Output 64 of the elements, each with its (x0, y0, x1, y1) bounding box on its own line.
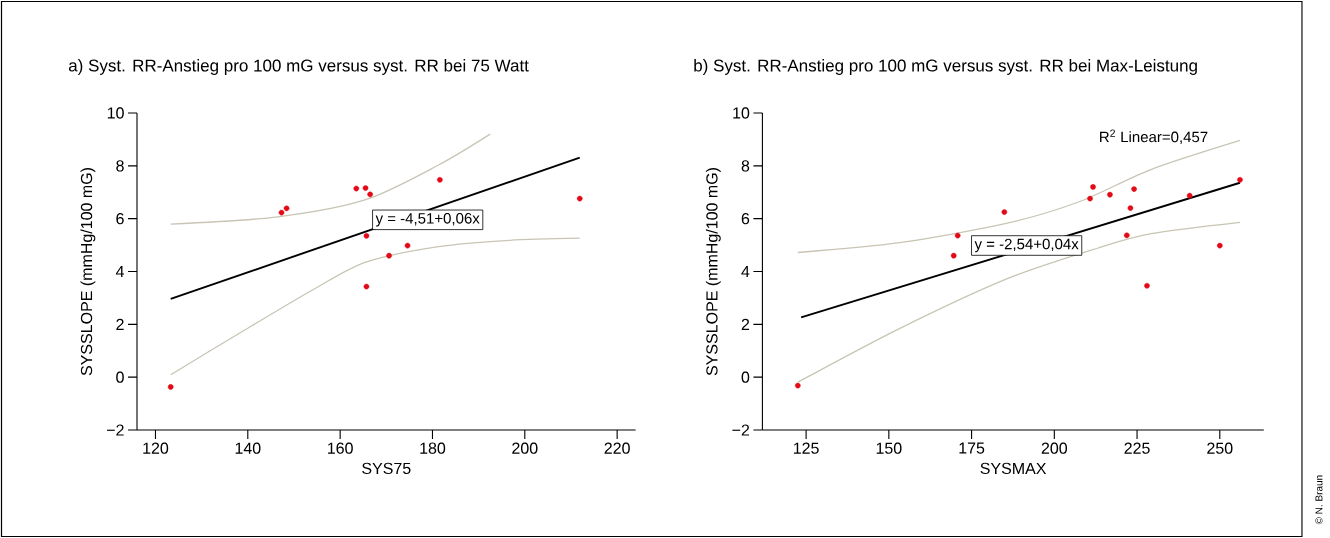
point (367, 191, 373, 198)
point (386, 252, 392, 259)
y-tick-label: −2 (732, 424, 750, 436)
y-tick-label: 2 (741, 318, 750, 330)
point (167, 384, 174, 390)
point (1124, 232, 1130, 239)
point (404, 242, 411, 249)
point (362, 185, 369, 191)
point (1237, 177, 1243, 183)
y-tick-label: −2 (107, 424, 124, 436)
point (363, 283, 370, 290)
point (954, 232, 961, 239)
annotation: y = -2,54+0,04x (974, 238, 1079, 253)
point (950, 252, 957, 259)
x-tick-label: 200 (512, 442, 538, 454)
point (437, 177, 443, 183)
point (1217, 242, 1223, 249)
text: © N. Braun (1315, 475, 1323, 525)
y-axis-title: SYSSLOPE (mmHg/100 mG) (705, 168, 721, 376)
x-axis-title: SYSMAX (980, 462, 1047, 475)
x-tick-label: 200 (1041, 442, 1068, 454)
point (1087, 195, 1093, 202)
y-tick-label: 2 (116, 318, 124, 330)
annotation: y = -4,51+0,06x (375, 213, 480, 227)
y-tick-label: 6 (741, 213, 750, 225)
chart-title: a) Syst. RR-Anstieg pro 100 mG versus syst. RR bei 75 Watt (68, 59, 529, 75)
x-tick-label: 175 (959, 442, 985, 454)
y-tick-label: 0 (116, 371, 124, 383)
x-tick-label: 150 (876, 442, 902, 454)
x-tick-label: 225 (1124, 442, 1150, 454)
point (283, 205, 290, 212)
y-tick-label: 8 (116, 160, 124, 172)
y-tick-label: 10 (107, 107, 124, 119)
y-tick-label: 4 (115, 265, 124, 277)
point (363, 233, 370, 239)
point (1001, 209, 1008, 215)
x-tick-label: 220 (604, 442, 630, 454)
point (1127, 205, 1134, 211)
chart-title: b) Syst. RR-Anstieg pro 100 mG versus syst. RR bei Max-Leistung (694, 59, 1197, 75)
y-tick-label: 0 (741, 371, 750, 383)
point (353, 185, 360, 192)
x-tick-label: 120 (143, 442, 169, 454)
point (1131, 186, 1137, 192)
x-tick-label: 250 (1207, 442, 1233, 454)
x-tick-label: 125 (793, 442, 819, 454)
point (1107, 191, 1113, 198)
y-tick-label: 4 (741, 265, 750, 277)
point (1090, 184, 1096, 190)
y-tick-label: 6 (116, 213, 124, 225)
x-tick-label: 160 (328, 442, 353, 454)
annotation: R$^{2}$ Linear=0,457 (1100, 129, 1208, 144)
x-tick-label: 180 (420, 442, 446, 454)
y-tick-label: 10 (733, 107, 750, 119)
point (278, 209, 285, 216)
point (795, 382, 801, 389)
line-series (170, 237, 581, 376)
x-tick-label: 140 (235, 442, 261, 454)
y-axis-title: SYSSLOPE (mmHg/100 mG) (80, 168, 96, 376)
y-tick-label: 8 (741, 160, 750, 172)
point (1144, 282, 1150, 289)
line-series (170, 133, 491, 225)
point (576, 195, 583, 202)
point (1186, 192, 1193, 199)
x-axis-title: SYS75 (362, 462, 411, 475)
